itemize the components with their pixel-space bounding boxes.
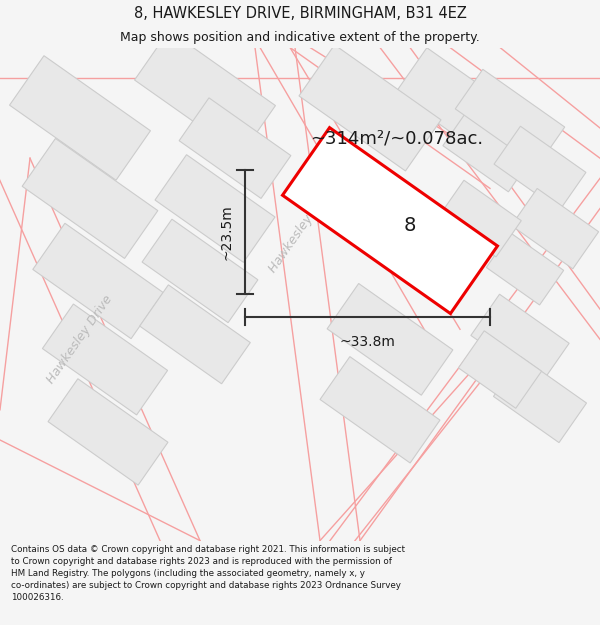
Polygon shape bbox=[455, 69, 565, 167]
Text: 8, HAWKESLEY DRIVE, BIRMINGHAM, B31 4EZ: 8, HAWKESLEY DRIVE, BIRMINGHAM, B31 4EZ bbox=[134, 6, 466, 21]
Polygon shape bbox=[48, 379, 168, 485]
Polygon shape bbox=[320, 357, 440, 463]
Polygon shape bbox=[142, 219, 258, 322]
Polygon shape bbox=[10, 56, 151, 180]
Polygon shape bbox=[33, 223, 163, 339]
Polygon shape bbox=[299, 45, 441, 171]
Polygon shape bbox=[140, 285, 250, 384]
Polygon shape bbox=[294, 140, 426, 257]
Text: ~314m²/~0.078ac.: ~314m²/~0.078ac. bbox=[310, 129, 483, 147]
Text: Hawkesley Drive: Hawkesley Drive bbox=[44, 292, 115, 386]
Polygon shape bbox=[471, 294, 569, 384]
Text: Hawkesley Drive: Hawkesley Drive bbox=[266, 182, 337, 275]
Text: ~23.5m: ~23.5m bbox=[219, 204, 233, 260]
Polygon shape bbox=[327, 284, 453, 395]
Text: Contains OS data © Crown copyright and database right 2021. This information is : Contains OS data © Crown copyright and d… bbox=[11, 545, 405, 602]
Polygon shape bbox=[487, 233, 563, 305]
Polygon shape bbox=[458, 331, 542, 408]
Polygon shape bbox=[494, 126, 586, 211]
Polygon shape bbox=[283, 127, 497, 314]
Text: 8: 8 bbox=[404, 216, 416, 235]
Text: ~33.8m: ~33.8m bbox=[340, 336, 395, 349]
Text: Map shows position and indicative extent of the property.: Map shows position and indicative extent… bbox=[120, 31, 480, 44]
Polygon shape bbox=[155, 154, 275, 262]
Polygon shape bbox=[511, 189, 599, 269]
Polygon shape bbox=[439, 180, 521, 257]
Polygon shape bbox=[395, 48, 505, 148]
Polygon shape bbox=[443, 104, 537, 192]
Polygon shape bbox=[179, 98, 291, 198]
Polygon shape bbox=[43, 304, 167, 415]
Polygon shape bbox=[493, 357, 587, 442]
Polygon shape bbox=[22, 139, 158, 259]
Polygon shape bbox=[134, 31, 275, 155]
